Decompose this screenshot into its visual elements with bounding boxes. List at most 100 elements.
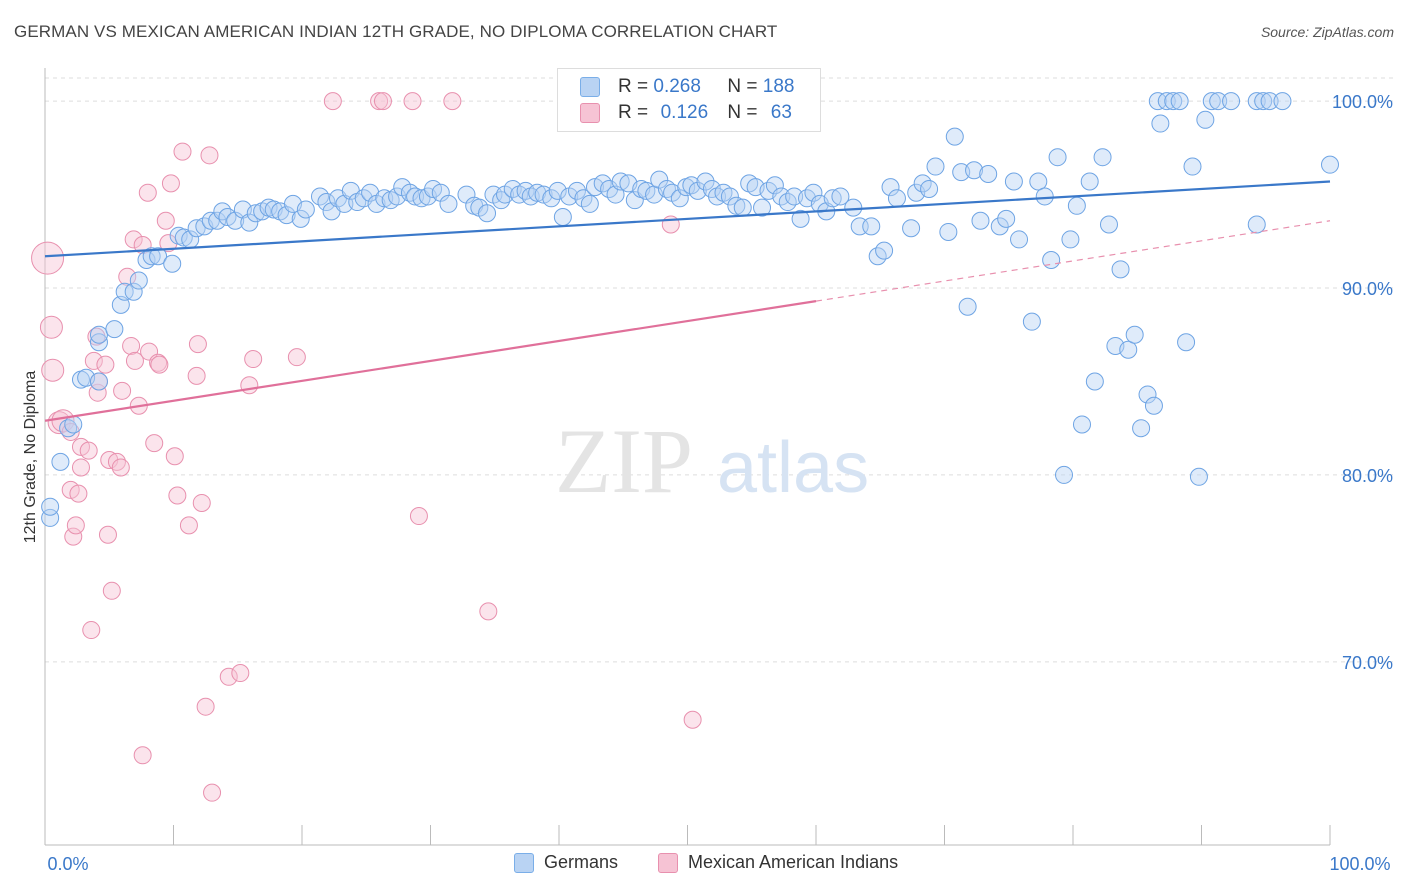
data-point-germans bbox=[89, 325, 108, 344]
data-point-germans bbox=[64, 415, 83, 434]
data-point-germans bbox=[1151, 114, 1170, 133]
data-point-germans bbox=[753, 198, 772, 217]
data-point-germans bbox=[1260, 92, 1279, 111]
data-point-germans bbox=[1132, 419, 1151, 438]
data-point-germans bbox=[1196, 110, 1215, 129]
data-point-mexican-american-indians bbox=[39, 315, 63, 339]
data-point-mexican-american-indians bbox=[409, 507, 428, 526]
data-point-germans bbox=[580, 194, 599, 213]
data-point-mexican-american-indians bbox=[165, 447, 184, 466]
bottom-legend-swatch-mexican-american-indians bbox=[658, 852, 678, 873]
data-point-germans bbox=[567, 181, 586, 200]
n-value-mexican-american-indians: 63 bbox=[770, 102, 792, 123]
trend-line-germans bbox=[44, 180, 1331, 258]
data-point-germans bbox=[765, 176, 784, 195]
legend-row-germans: R = 0.268 N = 188 bbox=[580, 75, 794, 99]
data-point-mexican-american-indians bbox=[323, 92, 342, 111]
data-point-germans bbox=[1048, 148, 1067, 167]
data-point-germans bbox=[1144, 396, 1163, 415]
data-point-germans bbox=[1061, 230, 1080, 249]
data-point-germans bbox=[1035, 187, 1054, 206]
data-point-germans bbox=[1222, 92, 1241, 111]
data-point-mexican-american-indians bbox=[200, 146, 219, 165]
data-point-mexican-american-indians bbox=[403, 92, 422, 111]
data-point-mexican-american-indians bbox=[79, 441, 98, 460]
data-point-germans bbox=[1177, 333, 1196, 352]
data-point-mexican-american-indians bbox=[161, 174, 180, 193]
data-point-germans bbox=[124, 282, 143, 301]
data-point-germans bbox=[1119, 340, 1138, 359]
legend-row-mexican-american-indians: R = 0.126 N = 63 bbox=[580, 101, 792, 125]
stats-legend: R = 0.268 N = 188 R = 0.126 N = 63 bbox=[557, 68, 821, 132]
data-point-germans bbox=[542, 189, 561, 208]
data-point-germans bbox=[733, 198, 752, 217]
data-point-germans bbox=[1029, 172, 1048, 191]
data-point-mexican-american-indians bbox=[168, 486, 187, 505]
data-point-mexican-american-indians bbox=[240, 376, 259, 395]
bottom-legend-label-germans: Germans bbox=[544, 852, 619, 872]
data-point-germans bbox=[1042, 250, 1061, 269]
data-point-germans bbox=[945, 127, 964, 146]
data-point-germans bbox=[240, 213, 259, 232]
data-point-mexican-american-indians bbox=[145, 434, 164, 453]
source-label: Source: ZipAtlas.com bbox=[1260, 24, 1394, 40]
data-point-germans bbox=[902, 219, 921, 238]
data-point-germans bbox=[1157, 92, 1176, 111]
trend-line-mexican-american-indians bbox=[44, 300, 817, 422]
data-point-mexican-american-indians bbox=[156, 211, 175, 230]
x-tick-label: 0.0% bbox=[47, 854, 88, 874]
y-tick-label: 80.0% bbox=[1342, 466, 1393, 486]
legend-swatch-mexican-american-indians bbox=[580, 103, 600, 123]
data-point-mexican-american-indians bbox=[196, 697, 215, 716]
data-point-germans bbox=[553, 208, 572, 226]
data-point-germans bbox=[688, 181, 707, 200]
data-point-germans bbox=[277, 206, 296, 225]
x-tick-label: 100.0% bbox=[1329, 854, 1390, 874]
data-point-mexican-american-indians bbox=[96, 355, 115, 374]
y-tick-label: 90.0% bbox=[1342, 279, 1393, 299]
points-mexican-american-indians bbox=[31, 92, 702, 802]
bottom-legend-label-mexican-american-indians: Mexican American Indians bbox=[688, 852, 899, 872]
data-point-mexican-american-indians bbox=[373, 92, 392, 111]
data-point-germans bbox=[1055, 465, 1074, 484]
watermark-zip: ZIP bbox=[555, 410, 693, 512]
data-point-germans bbox=[1085, 372, 1104, 391]
data-point-germans bbox=[41, 497, 60, 516]
data-point-germans bbox=[887, 189, 906, 208]
data-point-mexican-american-indians bbox=[287, 348, 306, 367]
data-point-germans bbox=[791, 209, 810, 228]
data-point-mexican-american-indians bbox=[66, 516, 85, 535]
data-point-germans bbox=[1183, 157, 1202, 176]
data-point-germans bbox=[1099, 215, 1118, 234]
data-point-germans bbox=[89, 372, 108, 391]
data-point-mexican-american-indians bbox=[683, 710, 702, 729]
data-point-mexican-american-indians bbox=[84, 351, 103, 370]
data-point-germans bbox=[997, 209, 1016, 228]
data-point-mexican-american-indians bbox=[479, 602, 498, 621]
data-point-mexican-american-indians bbox=[98, 525, 117, 544]
data-point-mexican-american-indians bbox=[118, 267, 137, 286]
data-point-germans bbox=[528, 183, 547, 202]
data-point-germans bbox=[105, 320, 124, 339]
y-tick-label: 100.0% bbox=[1332, 92, 1393, 112]
data-point-mexican-american-indians bbox=[138, 183, 157, 202]
data-point-germans bbox=[1170, 92, 1189, 111]
data-point-germans bbox=[939, 222, 958, 241]
data-point-mexican-american-indians bbox=[82, 621, 101, 640]
data-point-germans bbox=[129, 271, 148, 290]
data-point-germans bbox=[965, 161, 984, 180]
data-point-mexican-american-indians bbox=[244, 350, 263, 369]
data-point-germans bbox=[1273, 92, 1292, 111]
data-point-germans bbox=[611, 172, 630, 191]
data-point-germans bbox=[317, 193, 336, 212]
data-point-mexican-american-indians bbox=[71, 458, 90, 477]
data-point-germans bbox=[51, 452, 70, 471]
data-point-germans bbox=[926, 157, 945, 176]
tick-labels: 70.0% 80.0% 90.0% 100.0% 0.0% 100.0% bbox=[47, 92, 1393, 874]
data-point-mexican-american-indians bbox=[124, 230, 143, 249]
data-point-germans bbox=[291, 209, 310, 228]
data-point-germans bbox=[406, 187, 425, 206]
data-point-germans bbox=[149, 247, 168, 266]
bottom-legend-germans: Germans bbox=[514, 852, 618, 873]
